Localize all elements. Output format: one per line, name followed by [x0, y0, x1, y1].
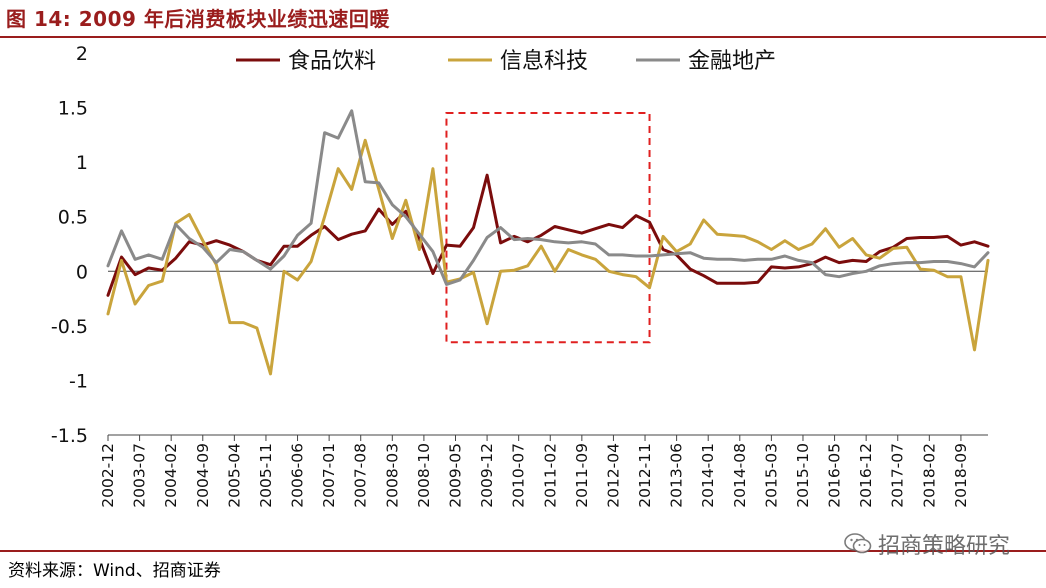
x-tick-label: 2017-07 — [889, 443, 907, 508]
x-tick-label: 2014-08 — [731, 443, 749, 508]
x-tick-label: 2012-04 — [604, 443, 622, 508]
x-tick-label: 2015-03 — [762, 443, 780, 508]
chart-axes: 2 1.5 1 0.5 0 -0.5 -1 -1.5 2002-12 2003-07 2004-02… — [51, 43, 988, 508]
chart-title: 图 14: 2009 年后消费板块业绩迅速回暖 — [6, 7, 390, 31]
legend-label: 食品饮料 — [288, 49, 376, 74]
legend-label: 信息科技 — [500, 49, 588, 74]
x-tick-label: 2011-02 — [541, 443, 559, 508]
y-tick-label: -1 — [69, 370, 88, 392]
x-tick-label: 2013-06 — [668, 443, 686, 508]
series-line — [106, 138, 990, 376]
y-tick-label: 0.5 — [58, 207, 88, 229]
x-tick-label: 2008-10 — [415, 443, 433, 508]
chart-legend: 食品饮料 信息科技 金融地产 — [236, 49, 776, 74]
y-tick-label: -0.5 — [51, 316, 88, 338]
y-tick-label: 0 — [76, 261, 88, 283]
series-line — [106, 109, 990, 286]
x-tick-label: 2011-09 — [573, 443, 591, 508]
line-chart: 2 1.5 1 0.5 0 -0.5 -1 -1.5 2002-12 2003-07 2004-02… — [51, 43, 990, 508]
x-tick-label: 2007-08 — [352, 443, 370, 508]
x-tick-label: 2004-02 — [162, 443, 180, 508]
wechat-icon — [844, 533, 872, 554]
x-tick-label: 2004-09 — [194, 443, 212, 508]
title-divider — [0, 36, 1046, 38]
x-tick-label: 2008-03 — [383, 443, 401, 508]
x-tick-label: 2005-11 — [257, 443, 275, 508]
watermark-text: 招商策略研究 — [877, 534, 1010, 559]
y-tick-label: -1.5 — [51, 425, 88, 447]
series-layer — [106, 109, 990, 376]
x-tick-label: 2016-12 — [857, 443, 875, 508]
x-tick-label: 2016-05 — [826, 443, 844, 508]
source-note: 资料来源：Wind、招商证券 — [8, 561, 221, 581]
x-tick-label: 2010-07 — [510, 443, 528, 508]
footer-divider — [0, 550, 1046, 552]
x-tick-label: 2018-02 — [920, 443, 938, 508]
series-line — [106, 173, 990, 297]
y-tick-label: 1 — [76, 152, 88, 174]
x-tick-label: 2015-10 — [794, 443, 812, 508]
x-tick-label: 2007-01 — [320, 443, 338, 508]
watermark: 招商策略研究 — [844, 528, 1010, 560]
x-tick-label: 2006-06 — [289, 443, 307, 508]
highlight-box-layer — [445, 112, 651, 344]
y-tick-label: 1.5 — [58, 98, 88, 120]
highlight-box — [445, 112, 651, 344]
x-tick-label: 2002-12 — [99, 443, 117, 508]
x-tick-label: 2009-12 — [478, 443, 496, 508]
legend-label: 金融地产 — [688, 49, 776, 74]
x-tick-label: 2003-07 — [131, 443, 149, 508]
x-tick-label: 2009-05 — [446, 443, 464, 508]
x-tick-label: 2014-01 — [699, 443, 717, 508]
x-tick-label: 2005-04 — [225, 443, 243, 508]
y-tick-label: 2 — [76, 43, 88, 65]
x-tick-label: 2018-09 — [952, 443, 970, 508]
x-tick-label: 2012-11 — [636, 443, 654, 508]
